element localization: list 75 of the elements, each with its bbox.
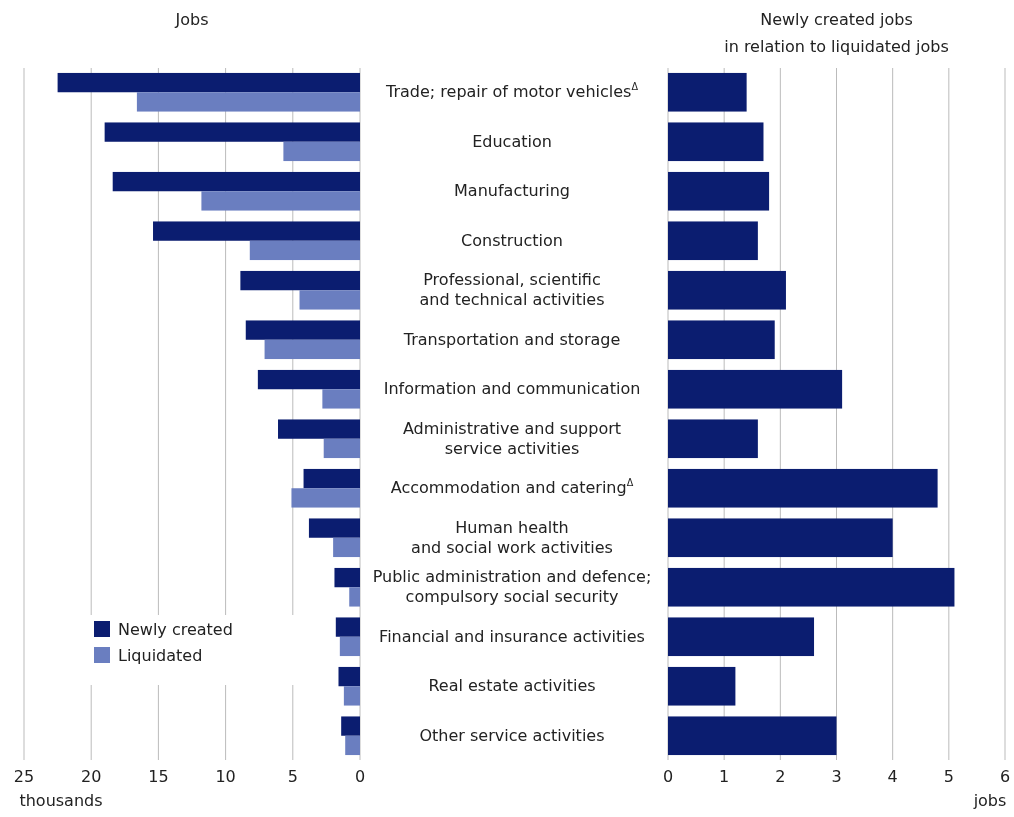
bar (333, 537, 360, 558)
bar (668, 567, 955, 607)
y-tick-label: Education (472, 131, 552, 151)
bar (112, 171, 360, 192)
bar (249, 240, 360, 261)
chart-title: Newly created jobs in relation to liquidated jobs (724, 9, 949, 55)
bar (264, 339, 360, 360)
x-tick-label: 5 (943, 767, 954, 786)
bar (668, 468, 938, 508)
y-tick-label: Real estate activities (428, 675, 596, 695)
bar (240, 270, 360, 291)
bar (668, 221, 758, 261)
y-tick-label: Accommodation and catering$^{Δ}$ (390, 476, 634, 497)
x-tick-label: 10 (215, 767, 236, 786)
bar (668, 270, 786, 310)
y-tick-label: Construction (461, 230, 563, 250)
x-tick-label: 0 (662, 767, 674, 786)
bar (323, 438, 360, 459)
y-tick-label: Administrative and support service activities (402, 418, 622, 458)
bar (334, 567, 360, 588)
x-tick-label: 5 (287, 767, 298, 786)
bar (245, 320, 360, 340)
x-tick-label: 2 (775, 767, 786, 786)
bar (104, 122, 360, 142)
bar (308, 518, 360, 538)
y-tick-label: Human health and social work activities (411, 517, 613, 557)
bar (345, 735, 360, 756)
bar (322, 389, 360, 409)
bar (668, 666, 736, 706)
bar (668, 716, 837, 756)
bar (339, 636, 360, 657)
bar (303, 468, 360, 489)
bar (668, 369, 843, 409)
x-tick-label: 4 (887, 767, 898, 786)
y-tick-label: Financial and insurance activities (379, 626, 645, 646)
x-tick-label: 15 (148, 767, 169, 786)
bar (201, 191, 360, 211)
bar (338, 666, 360, 687)
bar (283, 141, 360, 162)
y-tick-label: Information and communication (383, 378, 641, 398)
y-tick-label: Other service activities (419, 725, 605, 745)
y-tick-label: Trade; repair of motor vehicles$^{Δ}$ (385, 80, 639, 101)
chart-title: Jobs (174, 9, 209, 29)
bar (668, 122, 764, 162)
bar (57, 72, 360, 93)
bar (668, 320, 775, 360)
bar (349, 587, 360, 607)
bar (291, 488, 360, 508)
bar (278, 419, 360, 439)
x-tick-label: 25 (13, 767, 35, 786)
legend-label: Newly created (118, 619, 233, 639)
bar (299, 290, 360, 310)
x-axis-title: thousands (19, 791, 103, 810)
y-tick-label: Public administration and defence; compulsory social security (372, 566, 652, 606)
legend-label: Liquidated (118, 645, 203, 665)
bar (257, 369, 360, 390)
bar (668, 518, 893, 558)
x-tick-label: 6 (999, 767, 1011, 786)
bar (335, 617, 360, 637)
bar (668, 419, 758, 459)
bar (343, 686, 360, 706)
y-tick-label: Transportation and storage (402, 329, 621, 349)
y-tick-label: Professional, scientific and technical activities (419, 269, 605, 309)
bar (341, 716, 360, 736)
x-tick-label: 20 (81, 767, 102, 786)
bar (136, 92, 360, 112)
x-tick-label: 3 (831, 767, 842, 786)
bar (153, 221, 360, 241)
x-tick-label: 0 (354, 767, 366, 786)
bar (668, 617, 815, 657)
y-tick-label: Manufacturing (454, 180, 570, 200)
x-tick-label: 1 (719, 767, 730, 786)
x-axis-title: jobs (972, 791, 1007, 810)
bar (668, 72, 747, 112)
bar (668, 171, 770, 211)
